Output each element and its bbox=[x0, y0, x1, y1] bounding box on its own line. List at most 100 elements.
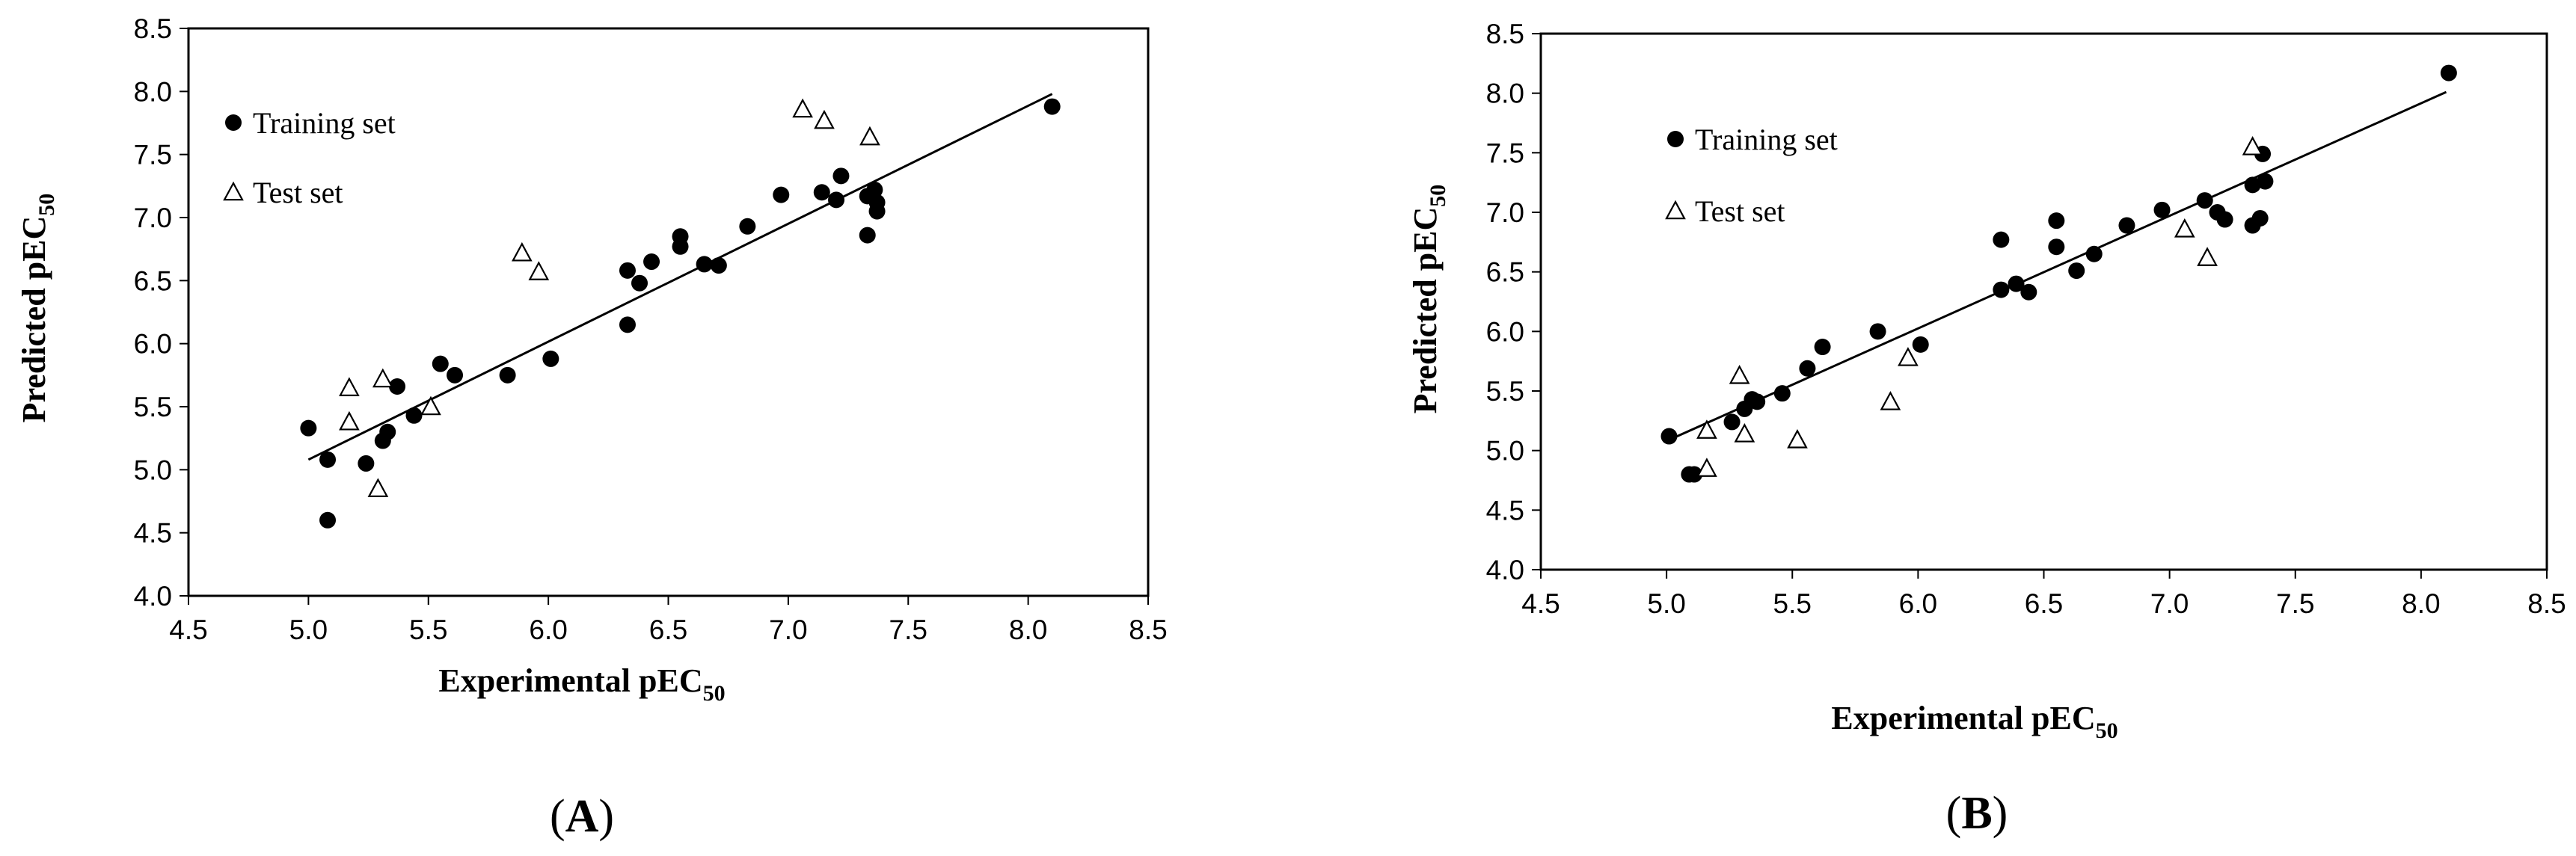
training-point bbox=[1912, 336, 1929, 353]
training-point bbox=[405, 407, 423, 424]
training-point bbox=[379, 423, 396, 440]
x-axis-title-subscript: 50 bbox=[703, 681, 726, 706]
test-point bbox=[339, 410, 360, 431]
training-point bbox=[866, 181, 883, 198]
y-tick-label: 5.0 bbox=[1486, 436, 1524, 467]
legend-marker-test bbox=[223, 181, 244, 201]
training-point bbox=[2020, 283, 2037, 301]
x-tick-label: 8.5 bbox=[2527, 588, 2566, 619]
legend-label: Test set bbox=[253, 176, 343, 209]
x-tick-label: 5.5 bbox=[409, 615, 447, 645]
test-point bbox=[859, 126, 880, 146]
y-axis-title-main: Predicted pEC bbox=[1407, 207, 1444, 414]
legend-label: Training set bbox=[253, 106, 396, 140]
training-point bbox=[2251, 209, 2269, 227]
training-point bbox=[1993, 281, 2010, 298]
test-point bbox=[792, 98, 813, 118]
x-tick-label: 8.5 bbox=[1129, 615, 1167, 645]
x-tick-label: 6.5 bbox=[649, 615, 687, 645]
training-point bbox=[1686, 466, 1703, 483]
training-point bbox=[2085, 245, 2103, 262]
y-tick-label: 8.5 bbox=[134, 13, 172, 44]
x-tick-label: 5.0 bbox=[1647, 588, 1685, 619]
y-tick-label: 4.5 bbox=[134, 518, 172, 549]
y-axis-title: Predicted pEC50 bbox=[1407, 185, 1450, 414]
test-point bbox=[339, 377, 360, 397]
training-point bbox=[2196, 192, 2213, 209]
test-point bbox=[1734, 423, 1755, 443]
x-tick-label: 8.0 bbox=[2402, 588, 2440, 619]
test-point bbox=[2242, 136, 2263, 156]
training-point bbox=[1749, 393, 1766, 410]
y-tick-label: 7.0 bbox=[1486, 197, 1524, 228]
training-point bbox=[1814, 339, 1831, 356]
test-point bbox=[420, 395, 441, 416]
training-point bbox=[2068, 262, 2085, 280]
legend-marker-training bbox=[1667, 131, 1684, 147]
y-tick-label: 5.5 bbox=[134, 392, 172, 422]
test-point bbox=[1729, 364, 1750, 384]
training-point bbox=[710, 257, 727, 274]
training-point bbox=[2048, 238, 2065, 256]
x-tick-label: 5.5 bbox=[1773, 588, 1812, 619]
test-point bbox=[367, 478, 389, 497]
training-point bbox=[773, 186, 790, 203]
y-tick-label: 8.0 bbox=[134, 76, 172, 107]
test-point bbox=[814, 109, 835, 129]
x-axis-title: Experimental pEC50 bbox=[438, 662, 725, 706]
training-point bbox=[300, 419, 317, 437]
y-tick-label: 4.0 bbox=[1486, 555, 1524, 585]
test-point bbox=[1696, 419, 1717, 439]
training-point bbox=[2153, 201, 2171, 218]
training-point bbox=[619, 262, 636, 279]
training-point bbox=[868, 194, 886, 211]
x-tick-label: 8.0 bbox=[1009, 615, 1047, 645]
y-tick-label: 6.5 bbox=[134, 265, 172, 296]
training-point bbox=[358, 455, 375, 472]
training-point bbox=[1723, 413, 1741, 431]
training-point bbox=[643, 253, 660, 271]
y-tick-label: 5.5 bbox=[1486, 376, 1524, 407]
test-point bbox=[1898, 347, 1919, 366]
training-point bbox=[389, 378, 406, 395]
training-point bbox=[631, 274, 648, 292]
y-tick-label: 7.5 bbox=[134, 140, 172, 170]
test-point bbox=[528, 261, 550, 280]
x-axis-title-main: Experimental pEC bbox=[1831, 700, 2095, 736]
training-point bbox=[739, 218, 756, 235]
regression-line bbox=[1666, 90, 2447, 443]
training-point bbox=[1043, 98, 1061, 115]
legend-marker-training bbox=[225, 114, 242, 131]
training-point bbox=[859, 227, 876, 244]
legend-marker-test bbox=[1665, 200, 1686, 220]
y-tick-label: 6.0 bbox=[134, 329, 172, 360]
training-point bbox=[432, 355, 449, 372]
training-point bbox=[619, 316, 636, 333]
panel-label-close-paren: ) bbox=[598, 791, 614, 842]
y-tick-label: 8.5 bbox=[1486, 19, 1524, 49]
training-point bbox=[2008, 275, 2025, 292]
test-point bbox=[2197, 247, 2218, 266]
training-point bbox=[2440, 64, 2457, 81]
x-tick-label: 6.5 bbox=[2025, 588, 2063, 619]
training-point bbox=[1660, 428, 1678, 445]
training-point bbox=[813, 184, 830, 201]
training-point bbox=[319, 451, 337, 468]
training-point bbox=[499, 366, 516, 384]
panel-b: 4.5 5.0 5.5 6.0 6.5 7.0 7.5 8.0 8.54.04.55.05.56… bbox=[1407, 19, 2566, 839]
test-point bbox=[1787, 429, 1808, 449]
training-point bbox=[832, 167, 850, 185]
training-point bbox=[2257, 173, 2274, 190]
y-tick-label: 7.5 bbox=[1486, 138, 1524, 168]
test-point bbox=[1880, 391, 1901, 410]
y-axis-title-subscript: 50 bbox=[1426, 185, 1450, 207]
x-tick-label: 6.0 bbox=[1899, 588, 1937, 619]
x-axis-title-main: Experimental pEC bbox=[438, 662, 702, 699]
test-point bbox=[511, 241, 533, 262]
legend-label: Training set bbox=[1695, 123, 1838, 156]
x-tick-label: 6.0 bbox=[529, 615, 567, 645]
training-point bbox=[1799, 360, 1816, 377]
panel-label-open-paren: ( bbox=[1946, 788, 1962, 839]
x-tick-label: 7.0 bbox=[769, 615, 807, 645]
